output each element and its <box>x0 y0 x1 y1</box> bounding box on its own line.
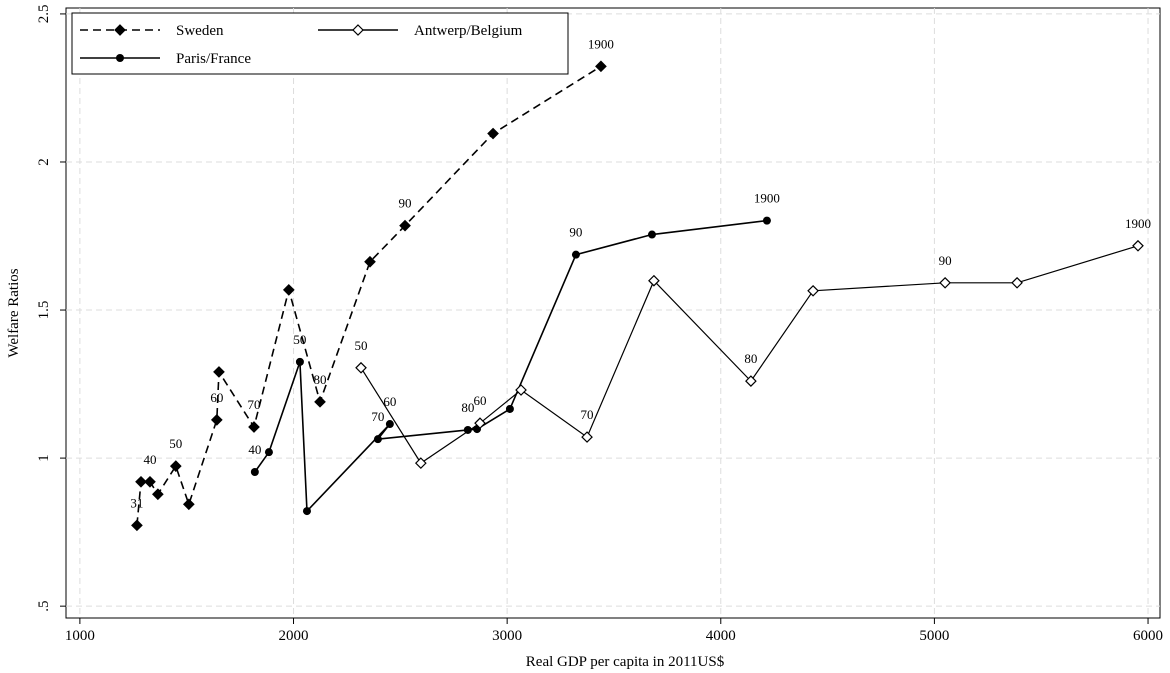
data-point <box>939 276 951 289</box>
point-label: 1900 <box>754 191 780 206</box>
data-point <box>373 435 382 444</box>
x-axis-label: Real GDP per capita in 2011US$ <box>526 654 725 670</box>
data-point <box>169 460 182 472</box>
data-point <box>487 127 499 140</box>
point-label: 80 <box>314 372 327 387</box>
data-point <box>762 216 771 225</box>
x-tick-label: 2000 <box>279 628 309 644</box>
point-label: 50 <box>293 332 306 347</box>
data-point <box>210 414 223 426</box>
point-label: 60 <box>383 394 396 409</box>
point-label: 40 <box>143 452 156 467</box>
data-point <box>807 284 819 297</box>
legend-box <box>71 12 569 75</box>
data-point <box>282 284 295 296</box>
point-label: 80 <box>461 400 474 415</box>
point-label: 70 <box>371 409 384 424</box>
x-tick-label: 1000 <box>65 628 95 644</box>
legend-label: Sweden <box>176 23 224 39</box>
data-point <box>364 255 376 268</box>
data-point <box>264 448 273 457</box>
y-tick-label: .5 <box>36 601 52 612</box>
point-label: 50 <box>355 338 368 353</box>
point-label: 60 <box>210 390 223 405</box>
data-point <box>182 498 195 511</box>
x-tick-label: 5000 <box>919 628 949 644</box>
data-point <box>250 468 259 477</box>
data-point <box>399 219 411 232</box>
point-label: 31 <box>130 495 143 510</box>
point-label: 70 <box>581 407 594 422</box>
point-label: 60 <box>474 393 487 408</box>
data-point <box>355 361 367 374</box>
x-tick-label: 6000 <box>1133 628 1163 644</box>
data-point <box>248 421 260 433</box>
data-point <box>648 274 660 287</box>
data-point <box>135 475 147 488</box>
data-point <box>647 230 656 239</box>
data-point <box>152 488 164 501</box>
data-point <box>314 395 326 408</box>
data-point <box>302 507 311 516</box>
legend-marker <box>116 54 124 62</box>
point-label: 90 <box>399 196 412 211</box>
data-point <box>474 417 486 430</box>
data-point <box>505 404 514 413</box>
data-point <box>463 425 472 434</box>
point-label: 1900 <box>1125 216 1151 231</box>
data-point <box>295 357 304 366</box>
y-axis-label: Welfare Ratios <box>6 268 22 357</box>
data-point <box>1011 276 1023 289</box>
y-tick-label: 1 <box>36 454 52 462</box>
point-label: 90 <box>939 253 952 268</box>
y-tick-label: 1.5 <box>36 301 52 320</box>
point-label: 70 <box>247 397 260 412</box>
data-point <box>515 384 527 396</box>
legend-label: Antwerp/Belgium <box>414 23 523 39</box>
data-point <box>571 250 580 259</box>
data-point <box>595 60 607 73</box>
data-point <box>745 375 757 387</box>
data-point <box>414 457 427 469</box>
point-label: 90 <box>569 225 582 240</box>
plot-frame <box>65 7 1161 619</box>
data-point <box>144 475 156 488</box>
point-label: 1900 <box>588 36 614 51</box>
y-tick-label: 2.5 <box>36 5 52 24</box>
data-point <box>131 519 143 532</box>
legend-label: Paris/France <box>176 51 251 67</box>
legend-marker <box>114 24 126 36</box>
point-label: 50 <box>169 436 182 451</box>
y-tick-label: 2 <box>36 158 52 166</box>
point-label: 80 <box>744 351 757 366</box>
data-point <box>213 366 225 378</box>
data-point <box>581 431 593 443</box>
point-label: 40 <box>248 442 261 457</box>
data-point <box>385 420 394 429</box>
legend-marker <box>352 24 364 36</box>
x-tick-label: 4000 <box>706 628 736 644</box>
x-tick-label: 3000 <box>492 628 522 644</box>
data-point <box>1132 239 1144 252</box>
series-line <box>254 219 768 514</box>
